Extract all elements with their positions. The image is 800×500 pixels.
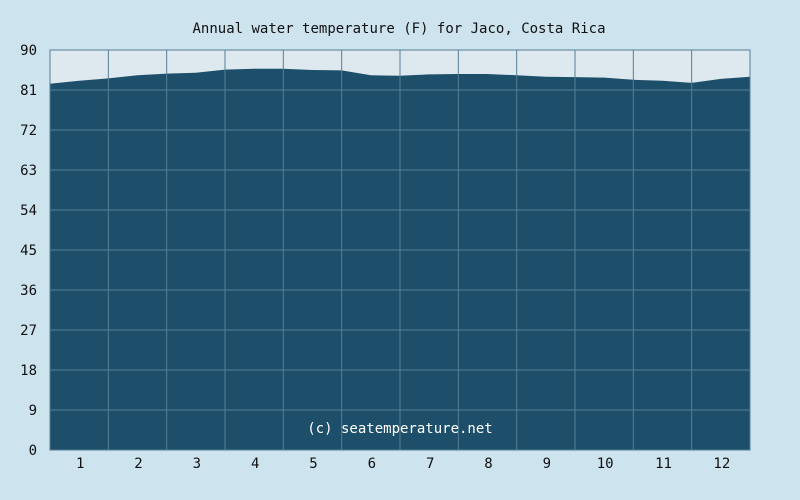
y-tick-label: 54 bbox=[20, 203, 37, 219]
y-tick-label: 90 bbox=[20, 43, 37, 59]
y-tick-label: 36 bbox=[20, 283, 37, 299]
y-tick-label: 45 bbox=[20, 243, 37, 259]
y-tick-label: 81 bbox=[20, 83, 37, 99]
plot-area bbox=[49, 49, 751, 451]
x-tick-label: 2 bbox=[134, 456, 142, 472]
x-tick-label: 11 bbox=[655, 456, 672, 472]
x-tick-label: 10 bbox=[597, 456, 614, 472]
y-tick-label: 9 bbox=[29, 403, 37, 419]
y-tick-label: 18 bbox=[20, 363, 37, 379]
x-tick-label: 6 bbox=[368, 456, 376, 472]
x-tick-label: 9 bbox=[543, 456, 551, 472]
watermark-text: (c) seatemperature.net bbox=[307, 421, 492, 437]
x-tick-label: 3 bbox=[193, 456, 201, 472]
x-tick-label: 4 bbox=[251, 456, 259, 472]
y-tick-label: 63 bbox=[20, 163, 37, 179]
chart-title: Annual water temperature (F) for Jaco, C… bbox=[192, 21, 605, 37]
x-tick-label: 7 bbox=[426, 456, 434, 472]
x-tick-label: 1 bbox=[76, 456, 84, 472]
y-tick-label: 27 bbox=[20, 323, 37, 339]
plot-border bbox=[49, 49, 751, 451]
x-tick-label: 5 bbox=[309, 456, 317, 472]
y-tick-label: 72 bbox=[20, 123, 37, 139]
x-tick-label: 12 bbox=[713, 456, 730, 472]
y-tick-label: 0 bbox=[29, 443, 37, 459]
x-tick-label: 8 bbox=[484, 456, 492, 472]
